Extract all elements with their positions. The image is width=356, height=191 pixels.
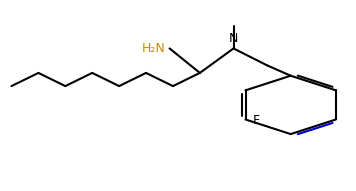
Text: F: F: [252, 114, 260, 127]
Text: N: N: [229, 32, 238, 45]
Text: H₂N: H₂N: [142, 42, 166, 55]
